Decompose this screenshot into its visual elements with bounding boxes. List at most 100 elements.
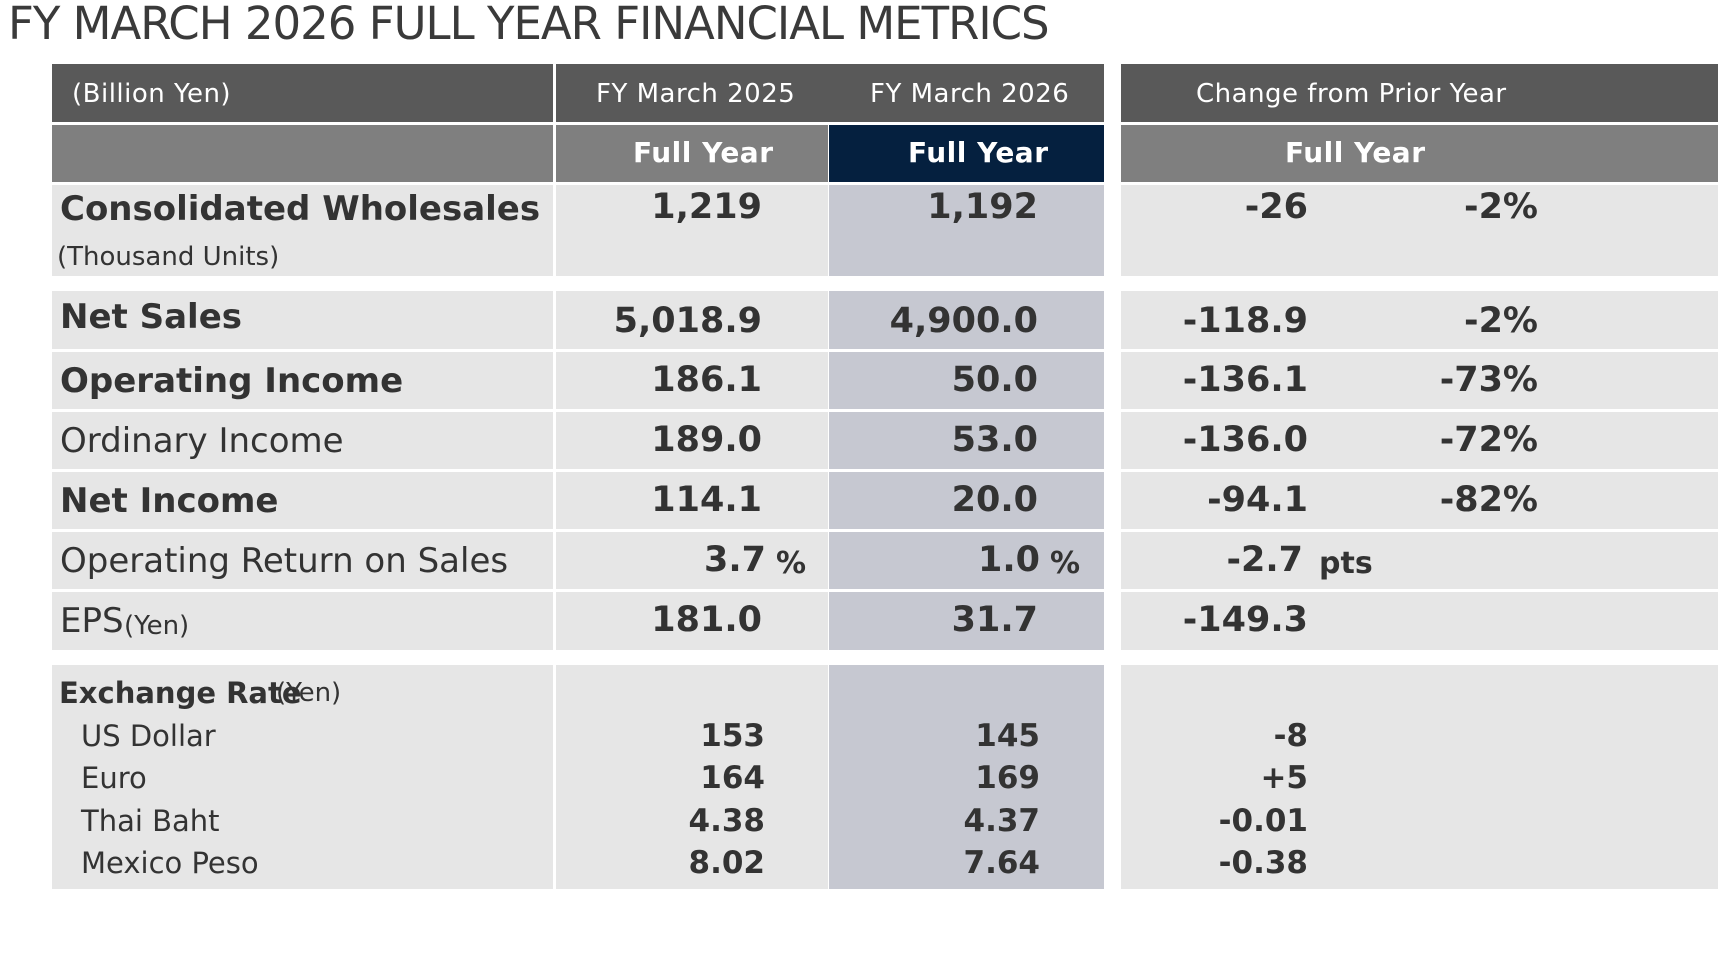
ros-label: Operating Return on Sales <box>60 541 509 581</box>
wholesales-label: Consolidated Wholesales <box>60 189 541 229</box>
net-sales-change-cell: -118.9 -2% <box>1121 291 1718 349</box>
header-change-fullyear: Full Year <box>1285 136 1426 169</box>
header-change-cell: Change from Prior Year <box>1121 64 1718 122</box>
header-unit-label: (Billion Yen) <box>72 79 232 109</box>
exchange-thb-change: -0.01 <box>1218 803 1308 839</box>
header-fy2025-label: FY March 2025 <box>596 79 796 109</box>
wholesales-pct: -2% <box>1464 187 1538 227</box>
eps-fy2025: 181.0 <box>651 600 762 640</box>
eps-fy2026: 31.7 <box>951 600 1038 640</box>
operating-income-label: Operating Income <box>60 361 404 401</box>
net-income-label-cell: Net Income <box>52 472 553 529</box>
ordinary-income-label-cell: Ordinary Income <box>52 412 553 469</box>
net-sales-pct: -2% <box>1464 301 1538 341</box>
operating-income-fy2025: 186.1 <box>651 360 762 400</box>
net-sales-label: Net Sales <box>60 297 242 337</box>
eps-label: EPS <box>60 601 124 641</box>
exchange-label-cell: Exchange Rate (Yen) US Dollar Euro Thai … <box>52 665 553 889</box>
exchange-name-usd: US Dollar <box>81 719 216 753</box>
ros-fy2025: 3.7 <box>703 540 766 580</box>
ordinary-income-change-cell: -136.0 -72% <box>1121 412 1718 469</box>
exchange-thb-fy2025: 4.38 <box>688 803 766 839</box>
net-sales-fy2025: 5,018.9 <box>613 301 762 341</box>
ros-change-unit: pts <box>1319 546 1373 581</box>
header-change-label: Change from Prior Year <box>1196 79 1507 109</box>
net-income-fy2025-cell: 114.1 <box>556 472 828 529</box>
exchange-mxn-fy2026: 7.64 <box>963 845 1041 881</box>
header-blank-cell <box>52 125 553 182</box>
net-sales-fy2026: 4,900.0 <box>889 301 1038 341</box>
exchange-label-unit: (Yen) <box>276 678 342 708</box>
header-fy2026-fullyear: Full Year <box>908 136 1049 169</box>
operating-income-fy2026: 50.0 <box>951 360 1038 400</box>
net-income-pct: -82% <box>1439 480 1538 520</box>
net-sales-change: -118.9 <box>1182 301 1308 341</box>
wholesales-fy2026: 1,192 <box>927 187 1038 227</box>
exchange-mxn-fy2025: 8.02 <box>688 845 766 881</box>
net-income-change: -94.1 <box>1207 480 1308 520</box>
header-fy-cell: FY March 2025 FY March 2026 <box>556 64 1104 122</box>
wholesales-fy2025: 1,219 <box>651 187 762 227</box>
net-income-fy2026-cell: 20.0 <box>829 472 1104 529</box>
header-fy2025-fullyear-cell: Full Year <box>556 125 828 182</box>
operating-income-change-cell: -136.1 -73% <box>1121 352 1718 409</box>
header-fy2026-label: FY March 2026 <box>870 79 1070 109</box>
wholesales-fy2026-cell: 1,192 <box>829 185 1104 276</box>
ordinary-income-change: -136.0 <box>1182 420 1308 460</box>
eps-label-unit: (Yen) <box>124 611 190 641</box>
exchange-usd-fy2026: 145 <box>975 718 1040 754</box>
exchange-label: Exchange Rate <box>59 676 302 710</box>
exchange-usd-change: -8 <box>1273 718 1308 754</box>
ros-fy2026: 1.0 <box>977 540 1040 580</box>
wholesales-change-cell: -26 -2% <box>1121 185 1718 276</box>
page-title: FY MARCH 2026 FULL YEAR FINANCIAL METRIC… <box>8 0 1050 50</box>
exchange-thb-fy2026: 4.37 <box>963 803 1041 839</box>
operating-income-fy2026-cell: 50.0 <box>829 352 1104 409</box>
ros-change-cell: -2.7 pts <box>1121 532 1718 589</box>
net-sales-fy2026-cell: 4,900.0 <box>829 291 1104 349</box>
operating-income-change: -136.1 <box>1182 360 1308 400</box>
ordinary-income-fy2026-cell: 53.0 <box>829 412 1104 469</box>
exchange-change-cell: -8 +5 -0.01 -0.38 <box>1121 665 1718 889</box>
net-sales-label-cell: Net Sales <box>52 291 553 349</box>
header-unit-cell: (Billion Yen) <box>52 64 553 122</box>
ros-fy2026-cell: 1.0 % <box>829 532 1104 589</box>
exchange-eur-change: +5 <box>1260 760 1308 796</box>
eps-label-cell: EPS (Yen) <box>52 592 553 650</box>
exchange-eur-fy2025: 164 <box>700 760 765 796</box>
operating-income-pct: -73% <box>1439 360 1538 400</box>
exchange-name-thb: Thai Baht <box>81 804 220 838</box>
exchange-name-eur: Euro <box>81 761 147 795</box>
exchange-fy2025-cell: 153 164 4.38 8.02 <box>556 665 828 889</box>
net-income-fy2025: 114.1 <box>651 480 762 520</box>
ordinary-income-pct: -72% <box>1439 420 1538 460</box>
operating-income-label-cell: Operating Income <box>52 352 553 409</box>
ros-fy2025-unit: % <box>776 546 807 581</box>
ros-change: -2.7 <box>1226 540 1303 580</box>
ordinary-income-label: Ordinary Income <box>60 421 344 461</box>
net-income-fy2026: 20.0 <box>951 480 1038 520</box>
wholesales-sublabel: (Thousand Units) <box>57 242 280 272</box>
header-fy2025-fullyear: Full Year <box>633 136 774 169</box>
ros-fy2026-unit: % <box>1050 546 1081 581</box>
exchange-usd-fy2025: 153 <box>700 718 765 754</box>
eps-fy2025-cell: 181.0 <box>556 592 828 650</box>
eps-change: -149.3 <box>1182 600 1308 640</box>
ordinary-income-fy2026: 53.0 <box>951 420 1038 460</box>
ordinary-income-fy2025-cell: 189.0 <box>556 412 828 469</box>
eps-change-cell: -149.3 <box>1121 592 1718 650</box>
net-income-label: Net Income <box>60 481 279 521</box>
header-change-fullyear-cell: Full Year <box>1121 125 1718 182</box>
operating-income-fy2025-cell: 186.1 <box>556 352 828 409</box>
exchange-eur-fy2026: 169 <box>975 760 1040 796</box>
net-income-change-cell: -94.1 -82% <box>1121 472 1718 529</box>
eps-fy2026-cell: 31.7 <box>829 592 1104 650</box>
wholesales-label-cell: Consolidated Wholesales (Thousand Units) <box>52 185 553 276</box>
exchange-fy2026-cell: 145 169 4.37 7.64 <box>829 665 1104 889</box>
exchange-name-mxn: Mexico Peso <box>81 846 259 880</box>
ordinary-income-fy2025: 189.0 <box>651 420 762 460</box>
net-sales-fy2025-cell: 5,018.9 <box>556 291 828 349</box>
header-fy2026-fullyear-cell: Full Year <box>829 125 1104 182</box>
ros-label-cell: Operating Return on Sales <box>52 532 553 589</box>
exchange-mxn-change: -0.38 <box>1218 845 1308 881</box>
